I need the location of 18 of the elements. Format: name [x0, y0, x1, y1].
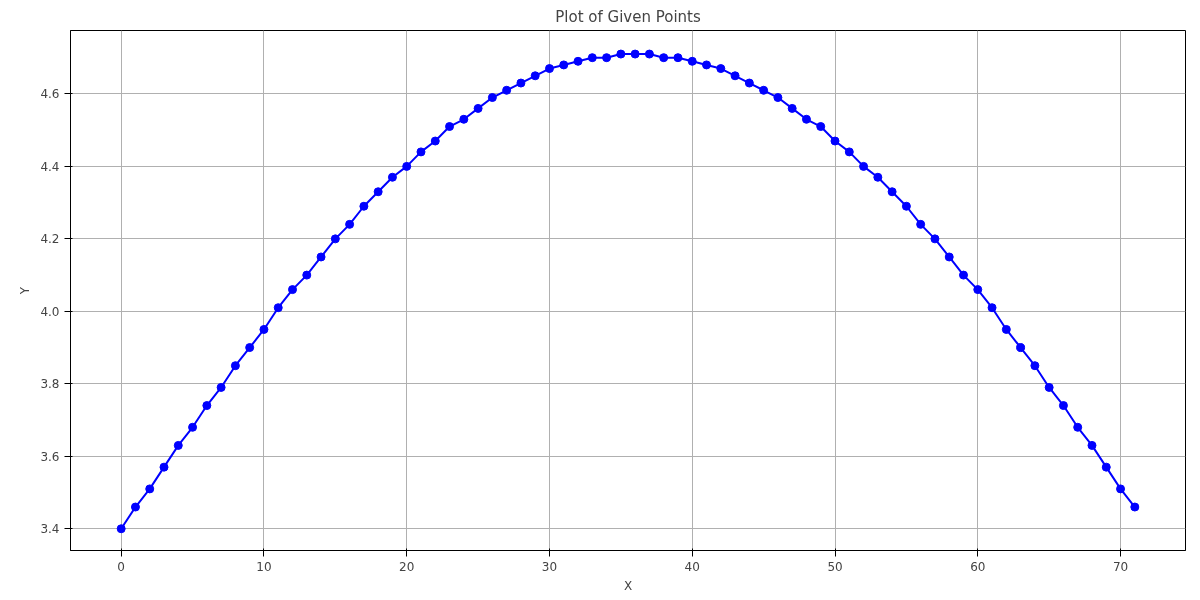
- y-tick-label: 4.0: [40, 304, 60, 319]
- y-tick-label: 4.6: [40, 87, 60, 102]
- chart-title: Plot of Given Points: [555, 7, 701, 26]
- x-tick-label: 20: [399, 559, 415, 574]
- x-tick-label: 0: [117, 559, 126, 574]
- x-tick-label: 40: [684, 559, 700, 574]
- y-tick-label: 4.2: [40, 232, 60, 247]
- y-tick-label: 4.4: [40, 159, 60, 174]
- x-tick-label: 30: [541, 559, 558, 574]
- y-tick-label: 3.8: [40, 377, 60, 392]
- x-tick-label: 70: [1112, 559, 1129, 574]
- x-tick-label: 10: [256, 559, 272, 574]
- y-axis-title: Y: [18, 286, 33, 296]
- y-tick-label: 3.4: [40, 522, 60, 537]
- x-tick-label: 50: [827, 559, 843, 574]
- y-tick-label: 3.6: [40, 449, 60, 464]
- x-tick-label: 60: [970, 559, 986, 574]
- x-axis-title: X: [623, 578, 633, 593]
